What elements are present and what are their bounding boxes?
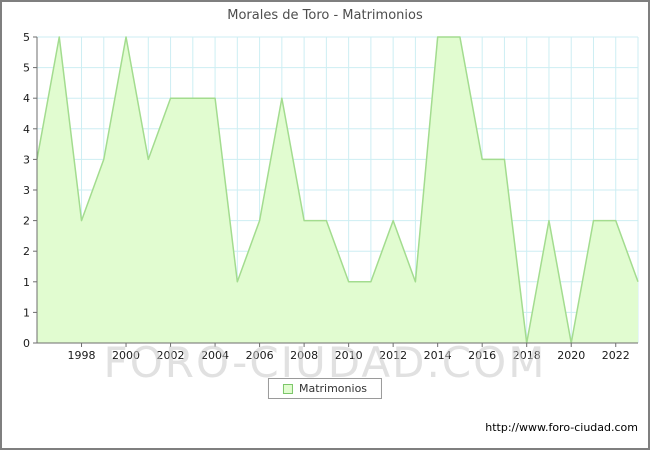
chart-title: Morales de Toro - Matrimonios bbox=[227, 8, 423, 23]
svg-text:5: 5 bbox=[23, 62, 30, 75]
svg-text:2002: 2002 bbox=[157, 349, 185, 362]
svg-text:2004: 2004 bbox=[201, 349, 229, 362]
svg-text:2022: 2022 bbox=[602, 349, 630, 362]
svg-text:2: 2 bbox=[23, 245, 30, 258]
svg-text:3: 3 bbox=[23, 153, 30, 166]
svg-text:1: 1 bbox=[23, 306, 30, 319]
svg-text:2018: 2018 bbox=[513, 349, 541, 362]
svg-text:2006: 2006 bbox=[246, 349, 274, 362]
svg-text:0: 0 bbox=[23, 337, 30, 350]
site-url-link[interactable]: http://www.foro-ciudad.com bbox=[485, 421, 638, 434]
legend-label: Matrimonios bbox=[298, 382, 368, 395]
svg-text:2014: 2014 bbox=[424, 349, 452, 362]
svg-text:2: 2 bbox=[23, 215, 30, 228]
svg-text:5: 5 bbox=[23, 31, 30, 44]
legend: Matrimonios bbox=[267, 378, 383, 399]
svg-text:2010: 2010 bbox=[335, 349, 363, 362]
svg-text:2020: 2020 bbox=[557, 349, 585, 362]
svg-text:2008: 2008 bbox=[290, 349, 318, 362]
svg-text:3: 3 bbox=[23, 184, 30, 197]
svg-text:4: 4 bbox=[23, 92, 30, 105]
legend-swatch-icon bbox=[282, 383, 293, 394]
svg-text:2016: 2016 bbox=[468, 349, 496, 362]
svg-text:4: 4 bbox=[23, 123, 30, 136]
svg-text:2012: 2012 bbox=[379, 349, 407, 362]
svg-text:2000: 2000 bbox=[112, 349, 140, 362]
svg-text:1998: 1998 bbox=[68, 349, 96, 362]
svg-text:1: 1 bbox=[23, 276, 30, 289]
